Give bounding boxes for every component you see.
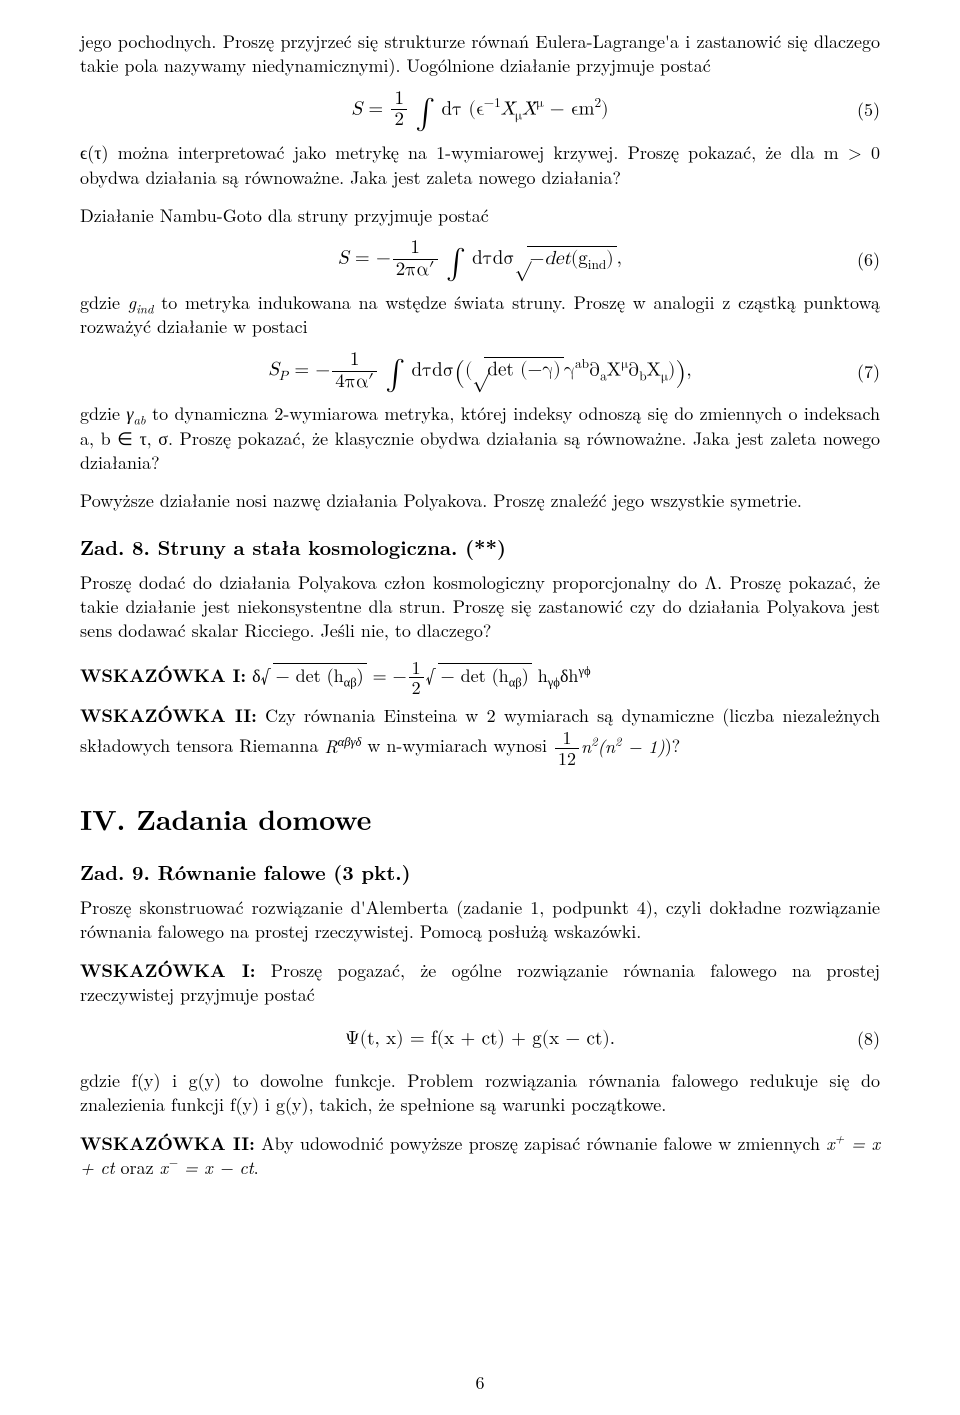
hint-3: WSKAZÓWKA I: Proszę pogazać, że ogólne r… — [80, 959, 880, 1008]
equation-8: Ψ(t, x) = f(x + ct) + g(x − ct). (8) — [80, 1017, 880, 1059]
text-fragment: to metryka indukowana na wstędze świata … — [80, 290, 880, 339]
equation-number: (6) — [857, 247, 880, 272]
text-fragment: gdzie — [80, 401, 126, 426]
paragraph: Proszę skonstruować rozwiązanie d'Alembe… — [80, 896, 880, 945]
hint-formula: δ− det (hαβ) = −12− det (hαβ) hγϕδhγϕ — [252, 663, 591, 688]
equation-5-formula: S = 12 ∫ dτ (ϵ−1ẊμẊμ − ϵm2) — [351, 89, 608, 132]
equation-number: (8) — [857, 1026, 880, 1051]
paragraph: jego pochodnych. Proszę przyjrzeć się st… — [80, 30, 880, 79]
equation-7-formula: SP = −14πα′ ∫ dτdσ((det (−γ)γab∂aXμ∂bXμ)… — [268, 350, 691, 393]
hint-label: WSKAZÓWKA I: — [80, 958, 255, 983]
text-fragment: w n-wymiarach wynosi — [361, 734, 553, 759]
page-number: 6 — [0, 1370, 960, 1395]
text-fragment: oraz — [115, 1155, 160, 1180]
zad-title: Struny a stała kosmologiczna. (**) — [150, 532, 506, 561]
text-fragment: gdzie — [80, 290, 128, 315]
paragraph: gdzie γab to dynamiczna 2-wymiarowa metr… — [80, 402, 880, 475]
section-4-heading: IV. Zadania domowe — [80, 799, 880, 839]
paragraph: gdzie gind to metryka indukowana na wstę… — [80, 291, 880, 340]
symbol: Rαβγδ — [325, 734, 362, 759]
equation-7: SP = −14πα′ ∫ dτdσ((det (−γ)γab∂aXμ∂bXμ)… — [80, 350, 880, 393]
paragraph: Proszę dodać do działania Polyakova czło… — [80, 571, 880, 644]
hint-label: WSKAZÓWKA I: — [80, 663, 246, 688]
heading-zad9: Zad. 9. Równanie falowe (3 pkt.) — [80, 857, 880, 886]
zad-prefix: Zad. 9. — [80, 857, 150, 886]
zad-prefix: Zad. 8. — [80, 532, 150, 561]
equation-5: S = 12 ∫ dτ (ϵ−1ẊμẊμ − ϵm2) (5) — [80, 89, 880, 132]
symbol: x− = x − ct — [160, 1155, 254, 1180]
symbol: γab — [126, 401, 145, 426]
hint-4: WSKAZÓWKA II: Aby udowodnić powyższe pro… — [80, 1132, 880, 1181]
equation-8-formula: Ψ(t, x) = f(x + ct) + g(x − ct). — [345, 1027, 615, 1050]
hint-label: WSKAZÓWKA II: — [80, 703, 257, 728]
text-fragment: to dynamiczna 2-wymiarowa metryka, które… — [80, 401, 880, 475]
page: jego pochodnych. Proszę przyjrzeć się st… — [0, 0, 960, 1415]
text-fragment: )? — [665, 734, 681, 759]
paragraph: Działanie Nambu-Goto dla struny przyjmuj… — [80, 204, 880, 228]
paragraph: gdzie f(y) i g(y) to dowolne funkcje. Pr… — [80, 1069, 880, 1118]
symbol: gind — [128, 290, 154, 315]
fraction: 112 — [555, 728, 579, 769]
equation-number: (5) — [857, 97, 880, 122]
equation-number: (7) — [857, 359, 880, 384]
paragraph: ϵ(τ) można interpretować jako metrykę na… — [80, 141, 880, 190]
equation-6-formula: S = −12πα′ ∫ dτdσ−det(gind), — [338, 238, 622, 281]
heading-zad8: Zad. 8. Struny a stała kosmologiczna. (*… — [80, 532, 880, 561]
hint-label: WSKAZÓWKA II: — [80, 1131, 255, 1156]
paragraph: Powyższe działanie nosi nazwę działania … — [80, 489, 880, 513]
equation-6: S = −12πα′ ∫ dτdσ−det(gind), (6) — [80, 238, 880, 281]
hint-1: WSKAZÓWKA I: δ− det (hαβ) = −12− det (hα… — [80, 658, 880, 699]
hint-2: WSKAZÓWKA II: Czy równania Einsteina w 2… — [80, 704, 880, 769]
symbol: n2(n2 − 1) — [581, 734, 665, 759]
zad-title: Równanie falowe (3 pkt.) — [150, 857, 411, 886]
text-fragment: Aby udowodnić powyższe proszę zapisać ró… — [255, 1131, 826, 1156]
text-fragment: . — [254, 1155, 259, 1180]
